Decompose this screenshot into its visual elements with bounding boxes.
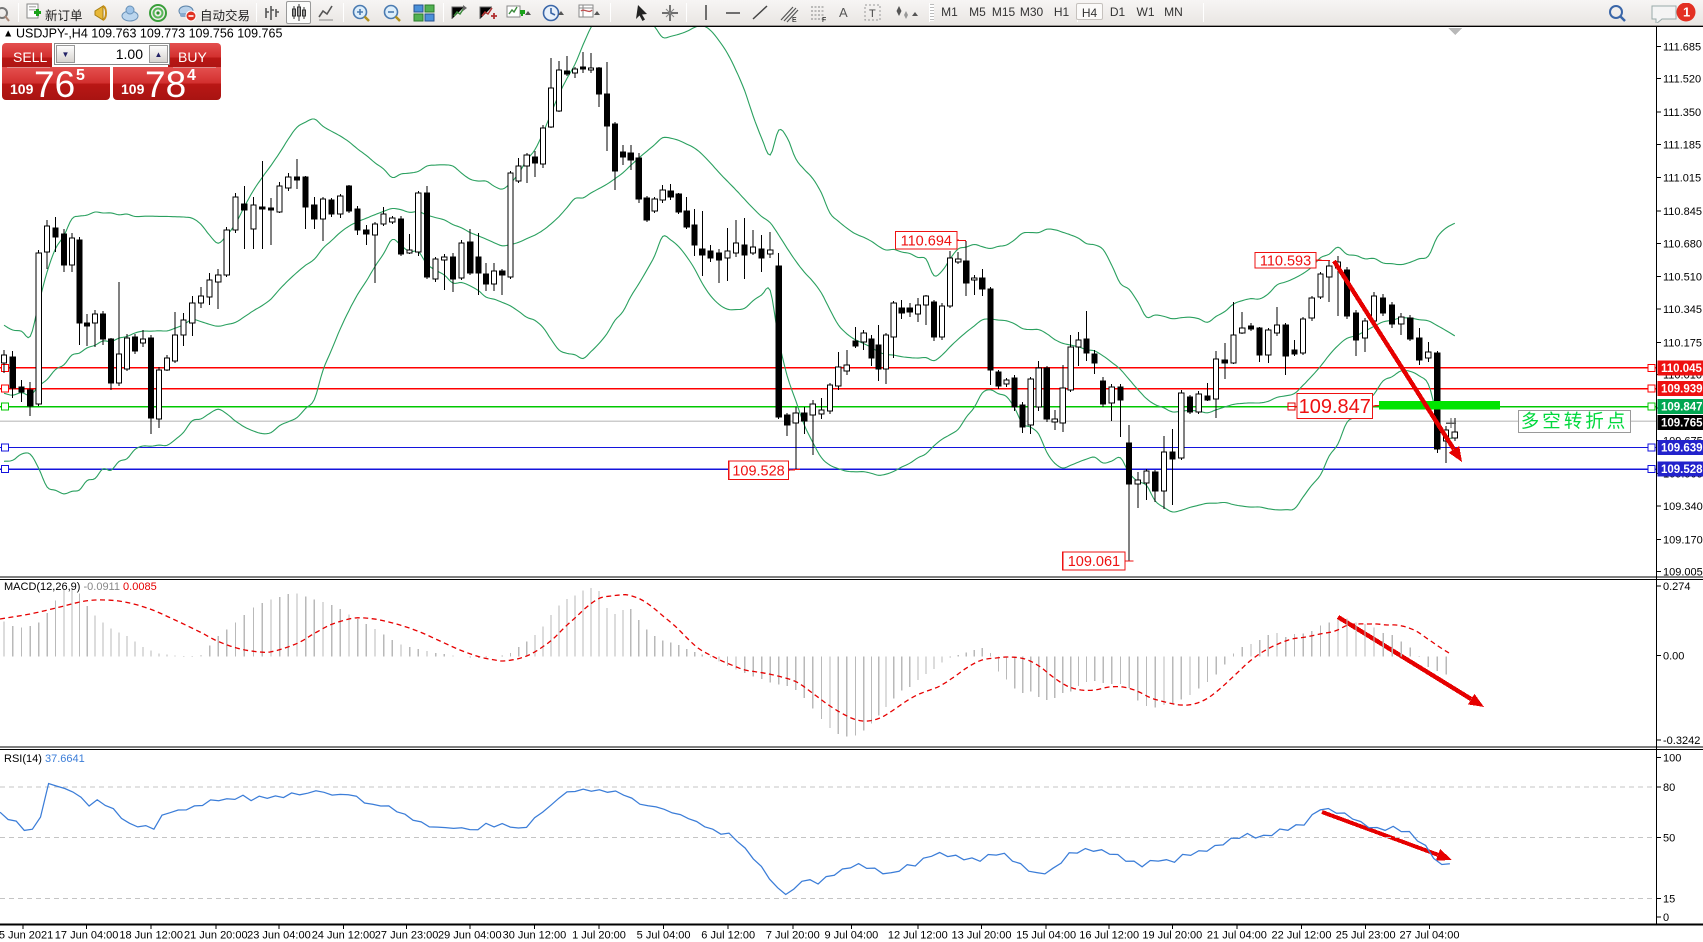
svg-text:109.639: 109.639 [1661,442,1703,454]
svg-text:-0.3242: -0.3242 [1663,735,1700,747]
svg-text:109.340: 109.340 [1663,501,1703,513]
svg-text:110.045: 110.045 [1661,363,1703,375]
svg-text:15 Jun 2021: 15 Jun 2021 [0,930,53,942]
svg-text:80: 80 [1663,782,1675,794]
svg-text:15 Jul 04:00: 15 Jul 04:00 [1016,930,1076,942]
svg-text:110.845: 110.845 [1663,206,1702,218]
svg-text:23 Jun 04:00: 23 Jun 04:00 [247,930,311,942]
svg-text:22 Jul 12:00: 22 Jul 12:00 [1272,930,1332,942]
svg-text:30 Jun 12:00: 30 Jun 12:00 [503,930,567,942]
svg-text:25 Jul 23:00: 25 Jul 23:00 [1336,930,1396,942]
svg-text:110.175: 110.175 [1663,337,1702,349]
svg-text:7 Jul 20:00: 7 Jul 20:00 [766,930,820,942]
svg-text:109.005: 109.005 [1663,567,1703,579]
svg-text:21 Jul 04:00: 21 Jul 04:00 [1207,930,1267,942]
svg-text:17 Jun 04:00: 17 Jun 04:00 [55,930,119,942]
svg-text:9 Jul 04:00: 9 Jul 04:00 [824,930,878,942]
svg-text:111.015: 111.015 [1663,173,1701,185]
svg-text:0.00: 0.00 [1663,651,1684,663]
svg-text:109.847: 109.847 [1661,402,1703,414]
svg-text:27 Jun 23:00: 27 Jun 23:00 [375,930,439,942]
svg-text:110.694: 110.694 [901,233,952,249]
svg-text:24 Jun 12:00: 24 Jun 12:00 [312,930,376,942]
svg-text:多空转折点: 多空转折点 [1521,411,1629,432]
svg-text:109.765: 109.765 [1661,418,1703,430]
svg-text:RSI(14) 37.6641: RSI(14) 37.6641 [4,753,85,765]
svg-text:15: 15 [1663,893,1675,905]
svg-text:T: T [869,8,876,20]
svg-text:110.510: 110.510 [1663,272,1702,284]
svg-text:0.274: 0.274 [1663,581,1691,593]
svg-text:109.939: 109.939 [1661,384,1703,396]
svg-text:111.685: 111.685 [1663,41,1701,53]
svg-text:MACD(12,26,9) -0.0911 0.0085: MACD(12,26,9) -0.0911 0.0085 [4,581,157,593]
svg-text:29 Jun 04:00: 29 Jun 04:00 [438,930,502,942]
svg-text:109.170: 109.170 [1663,534,1703,546]
svg-text:6 Jul 12:00: 6 Jul 12:00 [701,930,755,942]
svg-text:19 Jul 20:00: 19 Jul 20:00 [1142,930,1202,942]
svg-text:USDJPY-,H4 109.763 109.773 10: USDJPY-,H4 109.763 109.773 109.756 109.7… [16,27,282,41]
svg-text:109.847: 109.847 [1299,396,1371,418]
svg-text:110.593: 110.593 [1260,253,1311,269]
svg-text:109.528: 109.528 [732,463,784,479]
svg-text:18 Jun 12:00: 18 Jun 12:00 [119,930,183,942]
svg-text:109.061: 109.061 [1068,554,1120,570]
svg-text:0: 0 [1663,912,1669,924]
svg-text:111.350: 111.350 [1663,107,1701,119]
svg-text:110.345: 110.345 [1663,304,1702,316]
svg-text:100: 100 [1663,752,1681,764]
svg-text:110.680: 110.680 [1663,238,1702,250]
svg-text:27 Jul 04:00: 27 Jul 04:00 [1400,930,1460,942]
svg-text:109.528: 109.528 [1661,464,1703,476]
svg-text:21 Jun 20:00: 21 Jun 20:00 [184,930,248,942]
svg-text:1 Jul 20:00: 1 Jul 20:00 [572,930,626,942]
svg-text:111.520: 111.520 [1663,74,1701,86]
svg-text:F: F [822,17,826,23]
svg-text:1: 1 [1683,5,1690,20]
svg-text:13 Jul 20:00: 13 Jul 20:00 [952,930,1012,942]
svg-text:16 Jul 12:00: 16 Jul 12:00 [1079,930,1139,942]
svg-text:12 Jul 12:00: 12 Jul 12:00 [888,930,948,942]
svg-text:111.185: 111.185 [1663,139,1701,151]
svg-text:E: E [792,17,797,23]
svg-text:5 Jul 04:00: 5 Jul 04:00 [637,930,691,942]
svg-text:50: 50 [1663,833,1675,845]
svg-text:▲: ▲ [3,28,13,40]
